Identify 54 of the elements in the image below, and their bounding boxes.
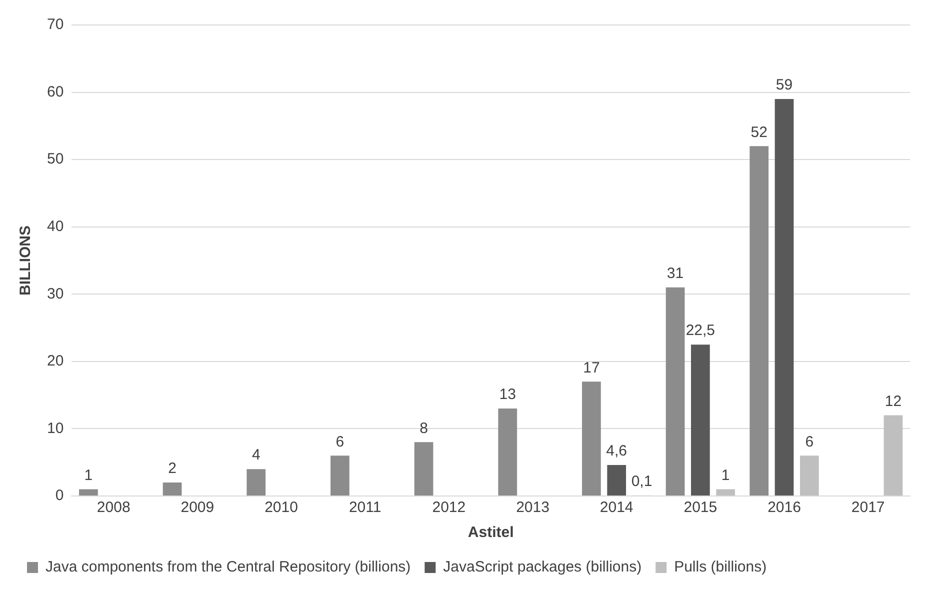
- x-tick-label: 2011: [348, 499, 382, 516]
- bar: [162, 482, 182, 496]
- data-label: 1: [721, 466, 730, 484]
- x-tick-label: 2015: [684, 499, 718, 516]
- bar: [690, 344, 710, 496]
- x-tick-label: 2009: [180, 499, 214, 516]
- legend-label: JavaScript packages (billions): [443, 558, 642, 576]
- bar: [498, 408, 518, 496]
- data-label: 1: [84, 466, 93, 484]
- y-axis-title: BILLIONS: [17, 226, 34, 296]
- bar: [800, 456, 819, 496]
- data-label: 6: [336, 433, 344, 450]
- x-tick-label: 2010: [264, 499, 298, 516]
- data-label: 12: [884, 392, 902, 410]
- data-label: 4,6: [606, 442, 628, 460]
- y-tick-label: 70: [46, 16, 64, 34]
- bar: [582, 382, 601, 496]
- legend-label: Java components from the Central Repository (billions): [46, 558, 411, 576]
- x-tick-label: 2012: [432, 499, 466, 516]
- y-tick-label: 40: [46, 218, 64, 235]
- bar: [774, 99, 794, 496]
- legend-label: Pulls (billions): [674, 558, 767, 576]
- x-tick-label: 2014: [600, 499, 634, 516]
- y-tick-label: 0: [55, 487, 64, 504]
- data-label: 59: [776, 76, 793, 94]
- bar: [750, 146, 769, 496]
- bar: [414, 442, 434, 496]
- y-tick-label: 10: [46, 420, 64, 437]
- y-tick-label: 20: [46, 352, 64, 370]
- y-tick-label: 60: [46, 83, 64, 100]
- data-label: 0,1: [631, 472, 652, 490]
- data-label: 8: [420, 420, 428, 437]
- bar: [246, 469, 266, 496]
- x-tick-label: 2008: [96, 499, 130, 516]
- data-label: 13: [499, 386, 516, 404]
- bar: [884, 415, 903, 496]
- y-tick-label: 30: [46, 285, 64, 302]
- data-label: 2: [168, 460, 176, 478]
- data-label: 17: [583, 359, 600, 376]
- x-tick-label: 2016: [768, 499, 801, 516]
- x-tick-label: 2017: [851, 499, 885, 516]
- data-label: 22,5: [686, 322, 716, 340]
- data-label: 52: [750, 124, 768, 141]
- bar: [666, 287, 685, 496]
- x-tick-label: 2013: [516, 499, 550, 516]
- y-tick-label: 50: [46, 150, 64, 168]
- data-label: 6: [805, 433, 814, 450]
- bar: [330, 456, 350, 496]
- bar: [79, 489, 98, 496]
- x-axis-title: Astitel: [468, 524, 514, 542]
- bar: [607, 465, 626, 496]
- bar: [716, 489, 735, 496]
- data-label: 31: [666, 265, 684, 282]
- data-label: 4: [252, 446, 260, 464]
